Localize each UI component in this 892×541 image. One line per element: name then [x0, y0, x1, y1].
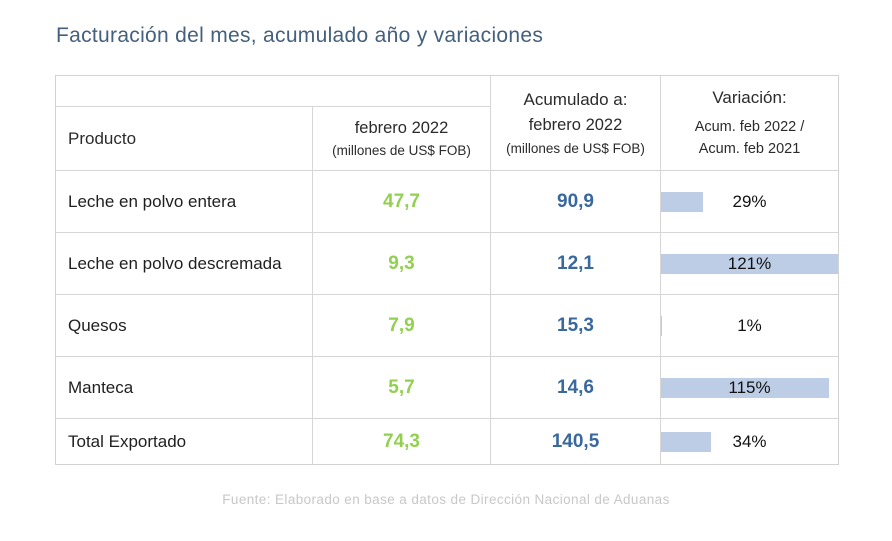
month-value-cell: 47,7 — [313, 171, 490, 232]
header-accumulated-line1: Acumulado a: — [523, 89, 628, 109]
product-cell: Leche en polvo entera — [56, 171, 312, 232]
header-variation: Variación: Acum. feb 2022 / Acum. feb 20… — [661, 76, 838, 170]
variation-bar — [661, 191, 704, 212]
variation-cell: 121% — [661, 233, 838, 294]
variation-cell: 1% — [661, 295, 838, 356]
month-value-cell: 7,9 — [313, 295, 490, 356]
header-empty-cell — [56, 76, 490, 106]
variation-bar — [661, 253, 838, 274]
product-cell: Quesos — [56, 295, 312, 356]
product-cell: Total Exportado — [56, 419, 312, 464]
accum-value-cell: 90,9 — [491, 171, 660, 232]
header-variation-line3: Acum. feb 2021 — [698, 141, 801, 158]
variation-bar — [661, 315, 663, 336]
variation-label: 115% — [728, 377, 771, 397]
accum-value-cell: 14,6 — [491, 357, 660, 418]
variation-cell: 115% — [661, 357, 838, 418]
variation-bar — [661, 431, 711, 452]
header-accumulated: Acumulado a: febrero 2022 (millones de U… — [491, 76, 660, 170]
variation-label: 29% — [732, 191, 767, 211]
accum-value-cell: 15,3 — [491, 295, 660, 356]
source-note: Fuente: Elaborado en base a datos de Dir… — [222, 492, 670, 507]
billing-table: Acumulado a: febrero 2022 (millones de U… — [55, 75, 839, 465]
variation-bar — [661, 377, 830, 398]
month-value-cell: 74,3 — [313, 419, 490, 464]
variation-label: 1% — [737, 315, 762, 335]
variation-cell: 29% — [661, 171, 838, 232]
header-variation-line2: Acum. feb 2022 / — [694, 119, 805, 136]
variation-label: 34% — [732, 431, 767, 451]
month-value-cell: 5,7 — [313, 357, 490, 418]
header-month: febrero 2022 (millones de US$ FOB) — [313, 107, 490, 170]
header-month-line1: febrero 2022 — [354, 118, 449, 137]
header-variation-line1: Variación: — [712, 88, 787, 108]
accum-value-cell: 12,1 — [491, 233, 660, 294]
month-value-cell: 9,3 — [313, 233, 490, 294]
variation-cell: 34% — [661, 419, 838, 464]
product-cell: Leche en polvo descremada — [56, 233, 312, 294]
page-title: Facturación del mes, acumulado año y var… — [56, 24, 544, 47]
header-product: Producto — [56, 107, 312, 170]
header-accumulated-line2: febrero 2022 — [528, 116, 623, 135]
product-cell: Manteca — [56, 357, 312, 418]
accum-value-cell: 140,5 — [491, 419, 660, 464]
header-month-unit: (millones de US$ FOB) — [332, 143, 471, 159]
header-accumulated-unit: (millones de US$ FOB) — [506, 140, 645, 156]
variation-label: 121% — [727, 253, 772, 273]
